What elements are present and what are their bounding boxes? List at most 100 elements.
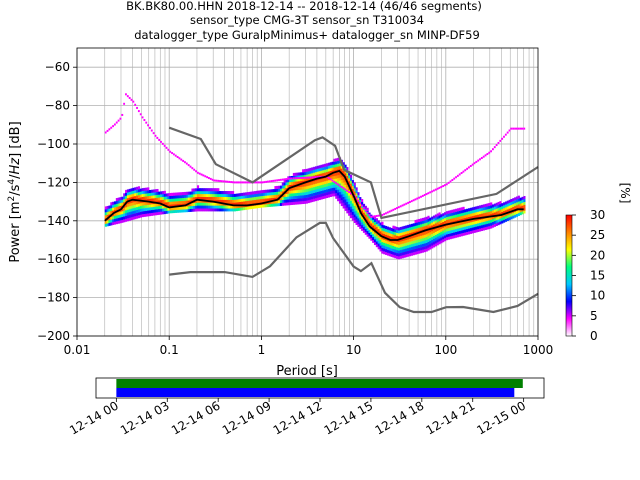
psd-density-cell bbox=[150, 129, 153, 132]
psd-density-cell bbox=[353, 205, 356, 209]
psd-density-cell bbox=[126, 192, 130, 196]
psd-density-cell bbox=[198, 196, 201, 200]
psd-density-cell bbox=[156, 212, 159, 216]
colorbar-tick-label: 10 bbox=[590, 289, 605, 303]
psd-density-cell bbox=[191, 188, 194, 192]
psd-density-cell bbox=[397, 227, 401, 231]
psd-density-cell bbox=[469, 213, 473, 217]
psd-density-cell bbox=[132, 187, 135, 191]
psd-density-cell bbox=[523, 201, 526, 205]
psd-density-cell bbox=[338, 186, 342, 190]
psd-density-cell bbox=[385, 231, 388, 235]
psd-density-cell bbox=[281, 178, 284, 181]
psd-density-cell bbox=[198, 193, 201, 197]
psd-density-cell bbox=[403, 246, 406, 250]
psd-density-cell bbox=[416, 225, 419, 229]
psd-density-cell bbox=[126, 200, 130, 204]
psd-density-cell bbox=[429, 226, 432, 230]
psd-density-cell bbox=[438, 229, 441, 233]
psd-density-cell bbox=[466, 217, 469, 221]
psd-density-cell bbox=[193, 205, 196, 209]
psd-density-cell bbox=[409, 247, 412, 251]
psd-density-cell bbox=[128, 197, 131, 201]
psd-density-cell bbox=[517, 201, 520, 205]
psd-density-cell bbox=[318, 173, 321, 178]
colorbar-tick-label: 25 bbox=[590, 228, 605, 242]
psd-density-cell bbox=[300, 172, 303, 176]
psd-density-cell bbox=[261, 204, 264, 208]
psd-density-cell bbox=[403, 243, 406, 247]
psd-density-cell bbox=[471, 227, 474, 231]
psd-density-cell bbox=[337, 192, 340, 196]
psd-density-cell bbox=[375, 229, 378, 233]
psd-density-cell bbox=[493, 220, 496, 224]
psd-density-cell bbox=[432, 235, 436, 239]
psd-density-cell bbox=[338, 200, 342, 204]
psd-density-cell bbox=[418, 196, 421, 199]
psd-density-cell bbox=[239, 207, 242, 211]
psd-density-cell bbox=[351, 203, 354, 207]
psd-density-cell bbox=[217, 208, 220, 212]
psd-density-cell bbox=[147, 201, 150, 205]
psd-density-cell bbox=[318, 176, 321, 179]
psd-density-cell bbox=[189, 194, 192, 198]
psd-density-cell bbox=[233, 196, 236, 200]
psd-density-cell bbox=[143, 190, 146, 194]
psd-density-cell bbox=[145, 202, 148, 206]
psd-density-cell bbox=[477, 205, 480, 209]
psd-density-cell bbox=[514, 197, 517, 201]
psd-density-cell bbox=[191, 205, 194, 209]
psd-density-cell bbox=[416, 219, 419, 223]
psd-density-cell bbox=[163, 202, 166, 206]
psd-density-cell bbox=[515, 202, 519, 206]
psd-density-cell bbox=[429, 232, 432, 236]
psd-density-cell bbox=[508, 202, 511, 206]
psd-density-cell bbox=[503, 135, 505, 138]
psd-density-cell bbox=[405, 242, 408, 246]
psd-density-cell bbox=[174, 206, 177, 211]
psd-density-cell bbox=[233, 199, 236, 203]
psd-density-cell bbox=[333, 167, 336, 171]
psd-density-cell bbox=[276, 185, 279, 189]
psd-density-cell bbox=[274, 188, 277, 193]
psd-density-cell bbox=[397, 206, 400, 209]
psd-density-cell bbox=[172, 201, 176, 205]
psd-density-cell bbox=[346, 204, 349, 208]
psd-density-cell bbox=[390, 227, 393, 231]
psd-density-cell bbox=[410, 241, 414, 245]
psd-density-cell bbox=[442, 227, 445, 231]
psd-density-cell bbox=[383, 228, 386, 232]
psd-density-cell bbox=[313, 169, 316, 173]
psd-density-cell bbox=[344, 207, 347, 211]
psd-density-cell bbox=[407, 201, 410, 204]
psd-density-cell bbox=[362, 229, 366, 233]
psd-density-cell bbox=[438, 226, 441, 230]
ppsd-plot: 0.01 0.1 1 10 100 1000 −200−180−160−140−120−1… bbox=[7, 47, 553, 379]
psd-density-cell bbox=[326, 171, 329, 175]
psd-density-cell bbox=[501, 214, 504, 218]
psd-density-cell bbox=[370, 215, 373, 218]
psd-density-cell bbox=[265, 198, 268, 202]
psd-density-cell bbox=[237, 207, 240, 211]
psd-density-cell bbox=[309, 199, 312, 203]
psd-density-cell bbox=[521, 196, 524, 200]
psd-density-cell bbox=[193, 194, 196, 198]
psd-density-cell bbox=[235, 208, 238, 212]
psd-density-cell bbox=[412, 226, 415, 230]
psd-density-cell bbox=[385, 212, 387, 215]
psd-density-cell bbox=[152, 212, 155, 216]
psd-density-cell bbox=[399, 232, 402, 236]
psd-density-cell bbox=[324, 195, 327, 199]
psd-density-cell bbox=[340, 200, 343, 204]
psd-density-cell bbox=[379, 236, 382, 240]
psd-density-cell bbox=[517, 195, 520, 199]
psd-density-cell bbox=[473, 226, 476, 231]
psd-density-cell bbox=[274, 191, 277, 195]
psd-density-cell bbox=[136, 215, 139, 219]
psd-density-cell bbox=[167, 193, 170, 197]
psd-density-cell bbox=[327, 188, 331, 192]
psd-density-cell bbox=[228, 191, 231, 195]
psd-density-cell bbox=[346, 201, 349, 205]
psd-density-cell bbox=[445, 228, 449, 232]
psd-density-cell bbox=[169, 210, 172, 214]
